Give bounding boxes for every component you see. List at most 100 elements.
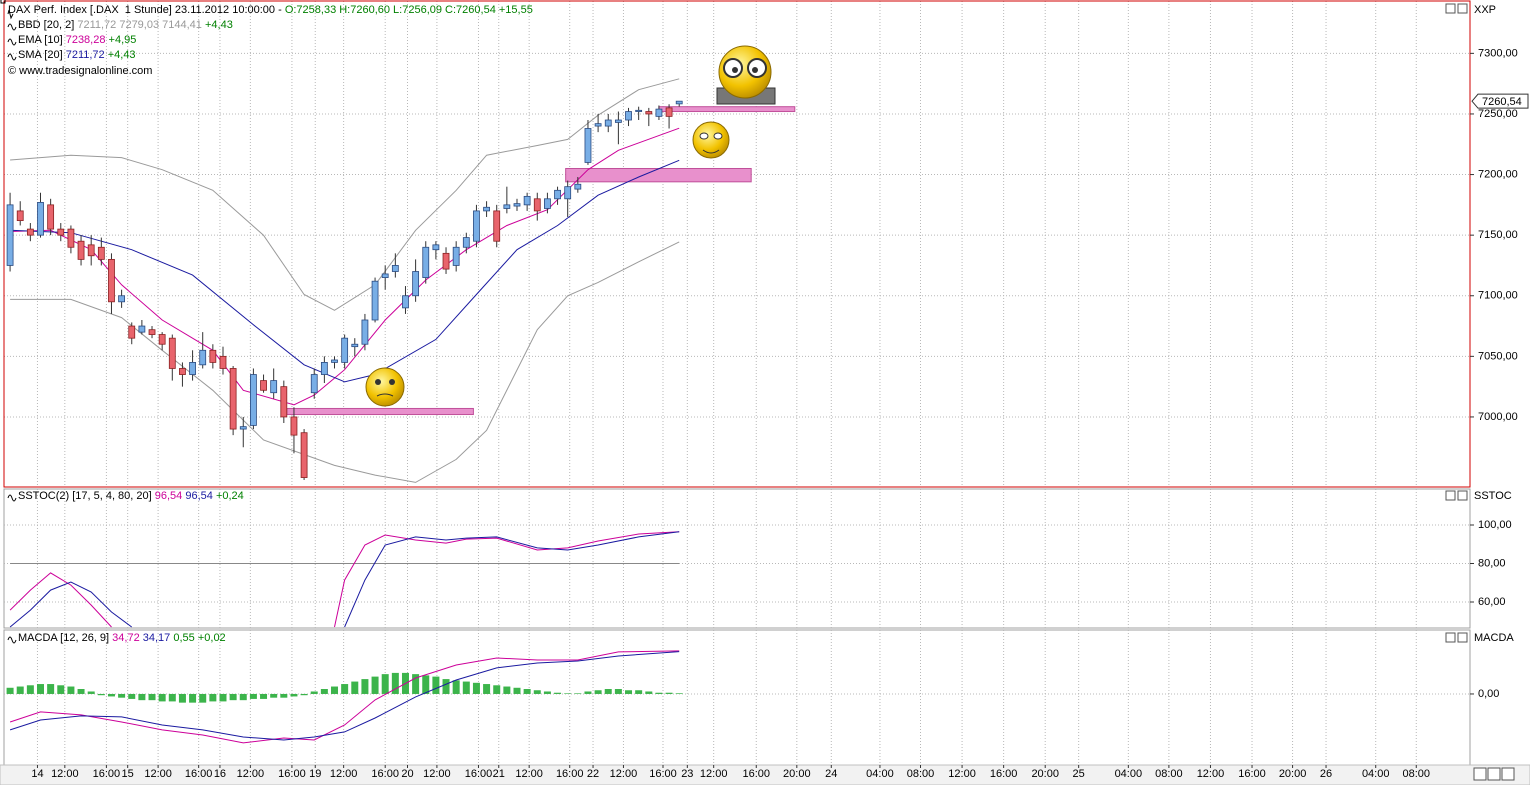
y-tick-label: 7250,00 [1478, 108, 1518, 120]
histogram-bar [310, 691, 318, 694]
histogram-bar [554, 692, 562, 694]
x-tick-label: 19 [309, 768, 321, 780]
candle-body [371, 280, 379, 321]
candle-body [361, 319, 369, 345]
histogram-bar [6, 687, 14, 694]
histogram-bar [199, 693, 207, 703]
candle-body [6, 204, 14, 266]
candle-body [412, 271, 420, 297]
plot-layer [4, 1, 1470, 765]
legend-change: +4,95 [109, 34, 137, 46]
zone [658, 106, 796, 113]
x-tick-label: 08:00 [1403, 768, 1431, 780]
macd-header: MACDA [12, 26, 9] 34,72 34,17 0,55 +0,02 [18, 632, 226, 644]
legend-readout: 7238,28 [66, 34, 106, 46]
legend-readout: 7211,72 7279,03 7144,41 [77, 19, 202, 31]
x-tick-label: 20:00 [783, 768, 811, 780]
x-tick-label: 16:00 [990, 768, 1018, 780]
legend-change: +0,02 [198, 632, 226, 644]
candle-body [77, 240, 85, 260]
emoticon [716, 45, 776, 105]
candle-body [513, 203, 521, 207]
candle-body [523, 195, 531, 206]
legend-entry: EMA [10] 7238,28 +4,95 [18, 34, 136, 46]
candle-body [118, 295, 126, 303]
x-tick-label: 16:00 [556, 768, 584, 780]
close-button[interactable] [1457, 632, 1468, 643]
x-tick-label: 08:00 [1155, 768, 1183, 780]
histogram-bar [564, 693, 572, 694]
legend-readout: 34,72 [112, 632, 140, 644]
x-tick-label: 20:00 [1279, 768, 1307, 780]
candle-body [635, 109, 643, 112]
x-tick-label: 16:00 [1238, 768, 1266, 780]
indicator-line [9, 531, 680, 628]
histogram-bar [270, 693, 278, 698]
histogram-bar [168, 693, 176, 702]
x-tick-label: 12:00 [423, 768, 451, 780]
histogram-bar [341, 684, 349, 694]
candle-body [199, 349, 207, 366]
y-tick-label: 80,00 [1478, 557, 1506, 569]
histogram-bar [614, 689, 622, 694]
histogram-bar [422, 675, 430, 694]
histogram-bar [391, 672, 399, 694]
histogram-bar [523, 689, 531, 694]
histogram-bar [381, 674, 389, 694]
candle-body [57, 228, 65, 236]
x-tick-label: 16:00 [278, 768, 306, 780]
x-tick-label: 12:00 [237, 768, 265, 780]
maximize-button[interactable] [1445, 490, 1456, 501]
candle-body [250, 374, 257, 426]
band-lower [10, 241, 680, 483]
price-header: DAX Perf. Index [.DAX 1 Stunde] 23.11.20… [8, 4, 533, 16]
scroll-left[interactable] [1473, 767, 1487, 781]
candle-body [493, 210, 501, 242]
candle-body [391, 265, 399, 272]
x-tick-label: 16:00 [185, 768, 213, 780]
x-tick-label: 16 [214, 768, 226, 780]
candle-body [260, 380, 267, 391]
candle-body [402, 295, 409, 309]
legend-change: +4,43 [205, 19, 233, 31]
histogram-bar [432, 676, 440, 694]
x-tick-label: 16:00 [742, 768, 770, 780]
histogram-bar [594, 690, 602, 694]
maximize-button[interactable] [1445, 3, 1456, 14]
candle-body [533, 198, 541, 212]
zone [565, 167, 752, 183]
candle-body [37, 202, 44, 236]
histogram-bar [67, 686, 75, 694]
candle-body [614, 119, 622, 123]
histogram-bar [483, 684, 491, 694]
histogram-bar [442, 679, 450, 694]
legend-readout: 34,17 [143, 632, 171, 644]
axis-name: SSTOC [1474, 490, 1512, 502]
candle-body [341, 337, 349, 363]
candle-body [97, 246, 105, 260]
scroll-right[interactable] [1487, 767, 1501, 781]
zoom[interactable] [1501, 767, 1515, 781]
candle-body [270, 380, 278, 394]
x-tick-label: 22 [587, 768, 599, 780]
close-button[interactable] [1457, 3, 1468, 14]
x-tick-label: 21 [493, 768, 505, 780]
legend-readout: 96,54 [155, 490, 183, 502]
histogram-bar [351, 681, 359, 694]
histogram-bar [219, 693, 227, 702]
legend-readout: 96,54 [185, 490, 213, 502]
close-button[interactable] [1457, 490, 1468, 501]
candle-body [189, 362, 196, 375]
candle-body [655, 108, 663, 117]
x-tick-label: 20:00 [1031, 768, 1059, 780]
legend-icon [0, 0, 14, 20]
legend-readout: 0,55 [173, 632, 194, 644]
indicator-line [9, 650, 680, 744]
candle-body [239, 426, 247, 430]
maximize-button[interactable] [1445, 632, 1456, 643]
histogram-bar [513, 687, 521, 694]
x-tick-label: 16:00 [649, 768, 677, 780]
emoticon [692, 121, 730, 159]
candle-body [665, 107, 673, 117]
histogram-bar [26, 685, 34, 694]
